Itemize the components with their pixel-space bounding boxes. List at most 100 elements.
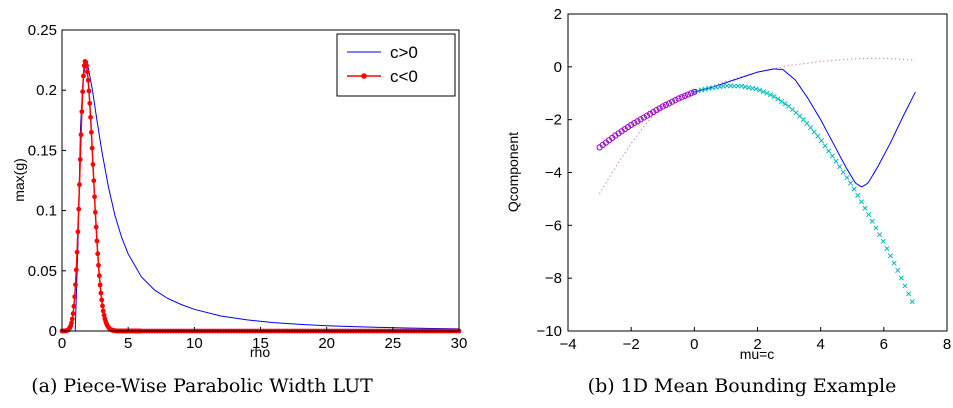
series-x-marker (771, 93, 777, 100)
panel-a-xtick-label: 20 (318, 335, 335, 352)
panel-a-xlabel: rho (250, 344, 270, 360)
series-c-neg-point (79, 109, 85, 115)
panel-b-ylabel: Qcomponent (505, 132, 521, 212)
panel-a-legend: c>0 c<0 (336, 33, 456, 97)
series-x-marker (829, 153, 835, 159)
series-c-neg-point (91, 178, 97, 184)
series-circle-marker (675, 95, 682, 102)
series-circle-marker (631, 120, 638, 127)
panel-a-ytick-label: 0.2 (36, 82, 57, 99)
panel-a: 0 5 10 15 20 25 30 0 0.05 0.1 0.15 0.2 0.25 rho max(… (11, 22, 467, 397)
series-x-marker (858, 199, 864, 205)
series-c-neg-point (87, 100, 93, 106)
series-x-marker (837, 164, 843, 170)
series-x-marker (909, 299, 915, 305)
series-c-neg-point (100, 308, 106, 314)
panel-b-xlabel: mu=c (740, 346, 775, 362)
legend-c-pos-label: c>0 (390, 43, 418, 62)
series-x-marker (898, 275, 904, 281)
series-c-neg-point (72, 294, 78, 300)
series-x-marker (851, 186, 857, 192)
series-c-neg-point (90, 162, 96, 167)
panel-b-ytick-label: 0 (554, 59, 562, 76)
series-x-marker (833, 158, 839, 164)
series-x-marker (760, 89, 766, 95)
series-c-neg-point (98, 290, 104, 296)
series-circle-marker (637, 116, 644, 123)
series-c-neg-point (75, 229, 81, 235)
series-c-neg-point (85, 69, 90, 75)
series-circle-marker (662, 101, 670, 108)
series-c-neg-point (89, 145, 95, 151)
series-c-neg-point (99, 297, 105, 303)
series-c-neg-point (77, 182, 82, 188)
series-c-neg-point (94, 238, 100, 244)
series-x-marker (691, 89, 697, 95)
series-x-marker (768, 92, 774, 98)
series-circle-marker (640, 114, 647, 121)
series-x-marker (895, 267, 901, 273)
panel-b-ytick-label: −4 (545, 165, 562, 182)
series-x-marker (862, 205, 868, 211)
series-c-neg-point (84, 63, 90, 69)
series-c-neg-point (73, 282, 78, 288)
legend-c-neg-label: c<0 (390, 67, 418, 86)
panel-b-ytick-label: −6 (545, 217, 562, 234)
series-x-marker (808, 125, 814, 131)
series-solid-curve (694, 68, 916, 188)
series-x-marker (880, 238, 886, 244)
series-x-marker (906, 291, 912, 297)
series-circle-marker (647, 110, 654, 117)
panel-a-xtick-label: 15 (252, 335, 269, 352)
series-x-marker (869, 218, 875, 224)
series-x-marker (815, 133, 821, 139)
series-x-marker (902, 283, 908, 289)
series-c-neg-line (62, 59, 459, 332)
panel-b-xtick-label: 4 (816, 336, 824, 353)
series-circle-marker (656, 105, 663, 112)
panel-b-xtick-label: −2 (623, 336, 640, 353)
series-x-marker (891, 260, 897, 266)
series-x-marker (877, 232, 883, 238)
series-circle-marker (653, 107, 660, 114)
panel-a-ylabel: max(g) (11, 158, 27, 202)
series-c-neg-point (93, 224, 99, 230)
panel-b-xtick-label: 8 (943, 336, 951, 353)
series-c-neg-point (77, 157, 83, 162)
series-c-neg-point (85, 77, 91, 83)
panel-a-xtick-label: 10 (186, 335, 203, 352)
panel-a-caption: (a) Piece-Wise Parabolic Width LUT (31, 375, 373, 397)
panel-b-caption: (b) 1D Mean Bounding Example (588, 375, 897, 397)
panel-a-ytick-label: 0.1 (36, 203, 57, 220)
series-x-marker (778, 98, 785, 104)
series-circle-marker (684, 91, 692, 98)
panel-a-ytick-label: 0 (49, 323, 57, 340)
series-circle-marker (665, 100, 673, 107)
panel-a-xtick-label: 5 (124, 335, 132, 352)
series-x-marker (866, 212, 872, 218)
series-x-marker (764, 90, 770, 96)
panel-a-ytick-label: 0.05 (28, 263, 57, 280)
series-circle-marker (650, 108, 657, 116)
series-x-marker (855, 192, 861, 198)
series-dotted-bound (599, 57, 916, 194)
series-x-marker (702, 86, 708, 92)
series-x-marker (804, 120, 810, 126)
panel-a-ytick-label: 0.15 (28, 142, 57, 159)
series-x-marker (844, 175, 850, 181)
series-x-marker (873, 225, 879, 231)
series-x-marker (822, 143, 828, 149)
series-circle-marker (678, 94, 685, 101)
series-circle-marker (681, 92, 688, 99)
series-c-neg-point (74, 249, 80, 255)
series-c-neg-point (71, 303, 77, 309)
series-c-neg-point (95, 251, 101, 257)
panel-a-xtick-label: 25 (384, 335, 401, 352)
series-c-pos-line (62, 62, 460, 332)
series-c-neg-point (73, 267, 79, 273)
series-x-marker (818, 138, 825, 144)
series-circle-marker (669, 98, 676, 105)
panel-b: −4 −2 0 2 4 6 8 −10 −8 −6 −4 −2 0 2 mu=c Qcomponent (… (505, 6, 951, 397)
series-x-marker (826, 148, 832, 154)
